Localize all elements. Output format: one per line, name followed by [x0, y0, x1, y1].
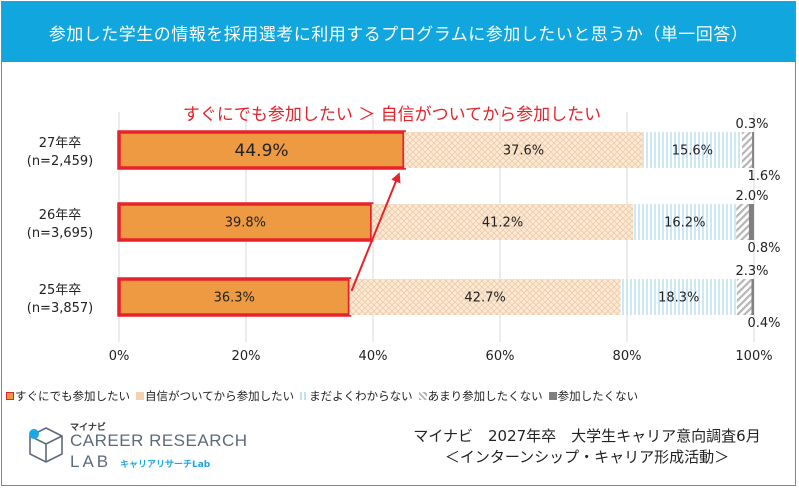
legend-item-5: 参加したくない [548, 388, 639, 404]
legend-swatch-1 [6, 392, 14, 400]
legend-item-3: まだよくわからない [300, 388, 413, 404]
bar-value-label: 18.3% [658, 291, 699, 306]
bar-segment [117, 202, 374, 242]
bar-value-label: 16.2% [664, 216, 705, 231]
legend-swatch-4 [418, 392, 427, 400]
bar-segment [642, 132, 742, 168]
bar-segment [736, 279, 752, 315]
category-sublabel: (n=3,695) [27, 226, 94, 241]
x-tick-label: 80% [613, 349, 642, 364]
category-label: 27年卒 [39, 136, 82, 151]
category-label: 25年卒 [39, 283, 82, 298]
bar-segment [752, 132, 754, 168]
small-value-label-bottom: 0.4% [747, 316, 780, 331]
bar-segment [741, 132, 753, 168]
legend-label-1: すぐにでも参加したい [15, 389, 130, 403]
logo-subtitle: キャリアリサーチLab [120, 460, 211, 470]
source-note: マイナビ 2027年卒 大学生キャリア意向調査6月 ＜インターンシップ・キャリア… [382, 426, 792, 468]
small-value-label-top: 2.3% [735, 264, 768, 279]
small-value-label-top: 0.3% [735, 117, 768, 132]
legend-swatch-5 [548, 392, 557, 400]
legend: すぐにでも参加したい 自信がついてから参加したい まだよくわからない あまり参加… [6, 385, 796, 407]
source-line-1: マイナビ 2027年卒 大学生キャリア意向調査6月 [413, 427, 761, 445]
career-research-lab-logo: マイナビ CAREER RESEARCH LAB キャリアリサーチLab [24, 420, 254, 476]
bar-value-label: 44.9% [235, 141, 289, 161]
bar-segment [404, 132, 643, 168]
x-tick-label: 100% [735, 349, 772, 364]
bar-value-label: 37.6% [503, 144, 544, 159]
bar-value-label: 39.8% [225, 216, 266, 231]
bar-value-label: 15.6% [672, 144, 713, 159]
logo-line1: CAREER RESEARCH [70, 431, 248, 450]
chart-title: 参加した学生の情報を採用選考に利用するプログラムに参加したいと思うか（単一回答） [2, 2, 795, 62]
cube-logo-icon [29, 427, 63, 463]
category-label: 26年卒 [39, 208, 82, 223]
legend-label-4: あまり参加したくない [427, 389, 543, 403]
legend-swatch-2 [136, 392, 144, 400]
small-value-label-top: 2.0% [735, 189, 768, 204]
category-sublabel: (n=2,459) [27, 154, 94, 169]
bar-segment [349, 279, 621, 315]
source-line-2: ＜インターンシップ・キャリア形成活動＞ [444, 448, 730, 466]
legend-label-5: 参加したくない [557, 389, 639, 403]
category-sublabel: (n=3,857) [27, 301, 94, 316]
legend-item-2: 自信がついてから参加したい [136, 388, 294, 404]
x-tick-label: 0% [109, 349, 130, 364]
small-value-label-bottom: 0.8% [747, 241, 780, 256]
stacked-bar-chart: 0% 20% 40% 60% 80% 100% 27年卒 (n=2,459) 26年卒 (n=3,… [27, 105, 781, 364]
bar-value-label: 36.3% [214, 291, 255, 306]
x-tick-label: 20% [232, 349, 261, 364]
legend-label-2: 自信がついてから参加したい [145, 389, 295, 403]
logo-line2: LAB [70, 452, 112, 471]
comparison-annotation: すぐにでも参加したい ＞ 自信がついてから参加したい [183, 105, 601, 125]
x-tick-label: 40% [359, 349, 388, 364]
bar-segment [736, 204, 749, 240]
bar-segment [117, 130, 406, 170]
logo-kana: マイナビ [70, 423, 106, 433]
bar-segment [633, 204, 737, 240]
trend-arrow [350, 172, 401, 292]
bar-segment [751, 279, 754, 315]
bar-value-label: 42.7% [464, 291, 505, 306]
x-tick-label: 60% [486, 349, 515, 364]
bar-segment [748, 204, 754, 240]
bar-value-label: 41.2% [482, 216, 523, 231]
bar-segment [371, 204, 634, 240]
legend-label-3: まだよくわからない [309, 389, 413, 403]
small-value-label-bottom: 1.6% [747, 169, 780, 184]
legend-item-4: あまり参加したくない [418, 388, 543, 404]
legend-swatch-3 [300, 392, 309, 400]
bar-segment [620, 279, 737, 315]
legend-item-1: すぐにでも参加したい [6, 388, 130, 404]
